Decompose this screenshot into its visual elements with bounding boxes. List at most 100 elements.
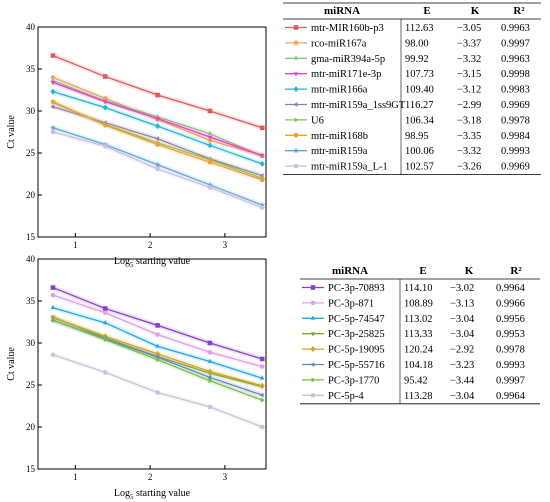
data-point xyxy=(102,306,108,311)
table-header-1: E xyxy=(419,265,426,277)
data-point xyxy=(102,320,108,325)
data-point xyxy=(206,181,213,188)
cell-r2: 0.9964 xyxy=(496,391,526,402)
data-point xyxy=(50,81,56,86)
data-point xyxy=(50,53,56,58)
cell-r2: 0.9966 xyxy=(496,298,525,309)
cell-k: −3.05 xyxy=(457,23,481,34)
x-tick-label: 3 xyxy=(223,472,228,482)
data-point xyxy=(259,375,265,380)
table-header-0: miRNA xyxy=(332,265,368,277)
data-point xyxy=(154,161,161,168)
data-point xyxy=(155,92,160,98)
data-point xyxy=(207,135,213,140)
series-PC-5p-19095 xyxy=(50,314,265,389)
cell-e: 95.42 xyxy=(404,375,428,386)
data-point xyxy=(156,357,161,363)
cell-e: 113.33 xyxy=(404,329,433,340)
data-point xyxy=(50,99,56,104)
cell-e: 113.02 xyxy=(404,314,433,325)
cell-r2: 0.9969 xyxy=(501,100,530,111)
legend-row: mtr-miR166a 109.40 −3.12 0.9983 xyxy=(285,85,530,96)
y-tick-label: 20 xyxy=(26,190,36,200)
legend-marker xyxy=(310,315,316,320)
data-point xyxy=(49,124,57,131)
data-point xyxy=(259,201,266,208)
cell-e: 107.73 xyxy=(405,69,434,80)
data-point xyxy=(259,177,265,183)
data-point xyxy=(259,382,265,389)
cell-k: −3.04 xyxy=(450,391,475,402)
cell-e: 120.24 xyxy=(404,345,434,356)
x-axis-title: Log5 starting value xyxy=(114,256,191,269)
legend-marker xyxy=(310,332,316,337)
data-point xyxy=(259,160,265,167)
data-point xyxy=(207,108,213,114)
y-tick-label: 30 xyxy=(26,106,36,116)
data-point xyxy=(259,154,265,159)
cell-r2: 0.9978 xyxy=(501,115,530,126)
y-axis-title: Ct value xyxy=(6,347,17,381)
cell-e: 98.00 xyxy=(405,38,429,49)
table-header-3: R² xyxy=(513,5,525,17)
legend-label: PC-3p-70893 xyxy=(328,283,385,294)
legend-label: mtr-miR168b xyxy=(311,131,368,142)
legend-row: PC-5p-55716 104.18 −3.23 0.9993 xyxy=(302,360,525,371)
table-header-0: miRNA xyxy=(324,5,360,17)
cell-e: 106.34 xyxy=(405,115,435,126)
data-point xyxy=(208,378,213,384)
cell-k: −2.99 xyxy=(457,100,481,111)
cell-r2: 0.9969 xyxy=(501,162,530,173)
series-mtr-miR171e-3p xyxy=(50,80,265,159)
legend-row: U6 106.34 −3.18 0.9978 xyxy=(285,115,530,126)
legend-row: PC-5p-19095 120.24 −2.92 0.9978 xyxy=(302,345,525,356)
legend-row: mtr-miR168b 98.95 −3.35 0.9984 xyxy=(285,131,531,142)
legend-marker xyxy=(293,72,299,77)
data-point xyxy=(102,74,108,79)
data-point xyxy=(207,404,213,410)
table-header-2: K xyxy=(471,5,480,17)
x-axis-title: Log5 starting value xyxy=(114,488,191,501)
legend-marker xyxy=(293,163,299,169)
data-point xyxy=(155,390,161,395)
cell-e: 114.10 xyxy=(404,283,433,294)
series-mtr-miR159a_L-1 xyxy=(50,129,265,210)
legend-table: miRNA E K R² mtr-MIR160b-p3 112.63 −3.05 0.9963… xyxy=(283,2,541,176)
data-point xyxy=(155,123,161,130)
legend-marker xyxy=(293,133,299,138)
data-point xyxy=(50,88,56,95)
table-header-1: E xyxy=(423,5,430,17)
cell-e: 104.18 xyxy=(404,360,433,371)
legend-label: mtr-MIR160b-p3 xyxy=(311,23,384,34)
legend-label: mtr-miR171e-3p xyxy=(311,69,381,80)
data-point xyxy=(155,332,160,337)
data-point xyxy=(155,142,161,147)
cell-r2: 0.9963 xyxy=(501,23,530,34)
legend-label: PC-5p-4 xyxy=(328,391,364,402)
cell-k: −3.12 xyxy=(457,85,481,96)
cell-r2: 0.9998 xyxy=(501,69,530,80)
data-point xyxy=(207,340,213,346)
cell-r2: 0.9983 xyxy=(501,85,530,96)
cell-k: −3.32 xyxy=(457,54,481,65)
data-point xyxy=(50,304,56,310)
y-tick-label: 20 xyxy=(26,422,36,432)
cell-r2: 0.9984 xyxy=(501,131,531,142)
plot-frame xyxy=(37,26,267,238)
cell-r2: 0.9978 xyxy=(496,345,525,356)
legend-row: PC-5p-4 113.28 −3.04 0.9964 xyxy=(302,391,526,402)
cell-e: 102.57 xyxy=(405,162,434,173)
data-point xyxy=(50,75,56,80)
data-point xyxy=(207,375,212,380)
data-point xyxy=(50,352,56,357)
legend-label: mtr-miR166a xyxy=(311,85,368,96)
legend-label: U6 xyxy=(311,115,324,126)
cell-e: 109.40 xyxy=(405,85,434,96)
y-tick-label: 40 xyxy=(26,22,36,32)
x-tick-label: 2 xyxy=(148,240,153,250)
cell-e: 100.06 xyxy=(405,146,434,157)
legend-label: PC-5p-55716 xyxy=(328,360,385,371)
chart-1: 15 20 25 30 35 40 1 2 3 Ct value Log5 starting val… xyxy=(6,2,541,269)
